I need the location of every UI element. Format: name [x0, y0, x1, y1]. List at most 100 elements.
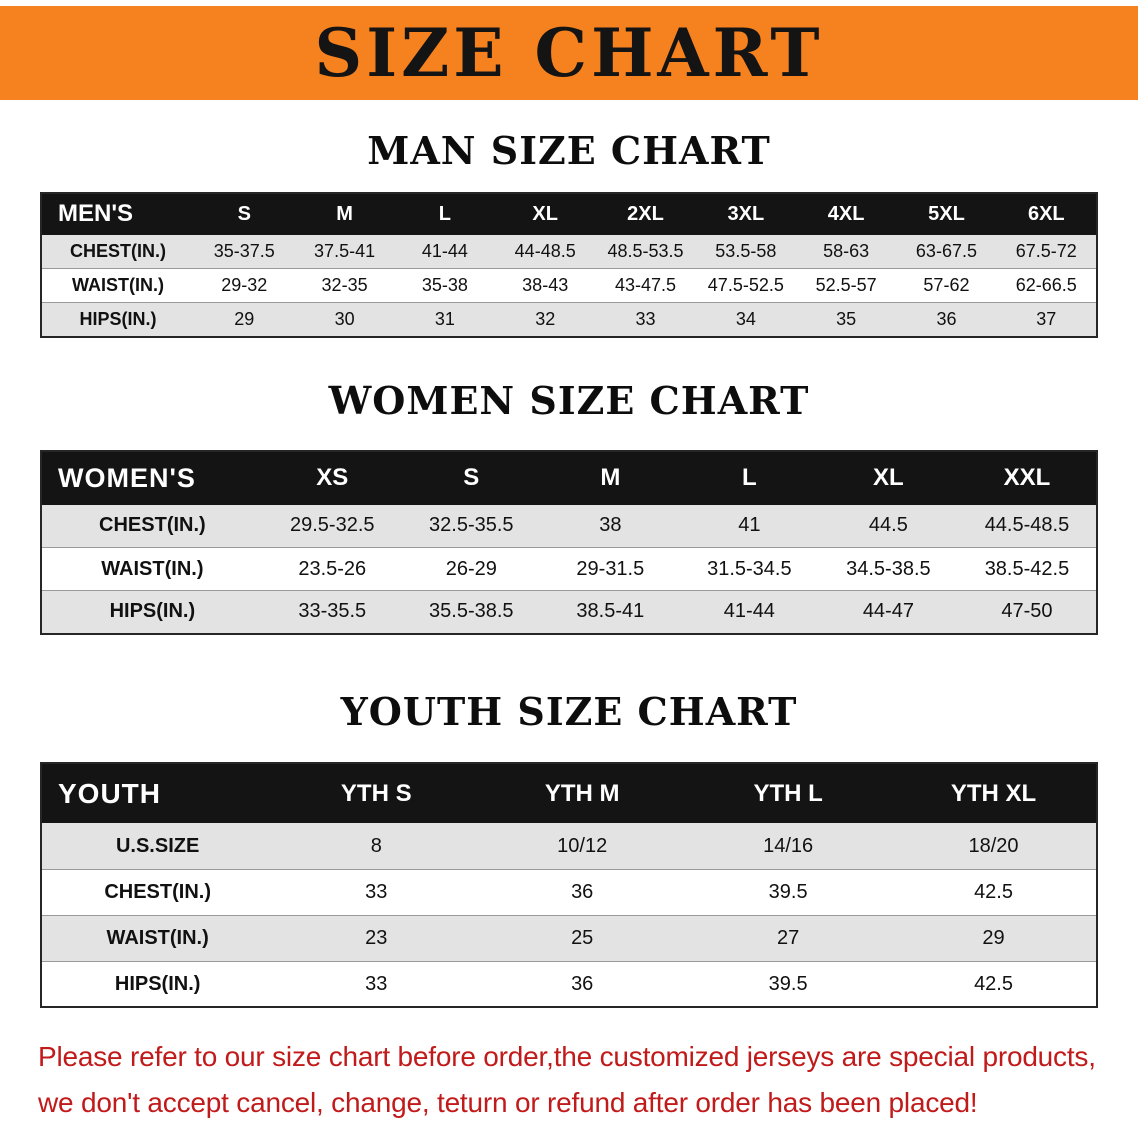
- table-row: WAIST(IN.) 23 25 27 29: [41, 915, 1097, 962]
- table-row: HIPS(IN.) 33 36 39.5 42.5: [41, 961, 1097, 1008]
- size-value-cell: 34.5-38.5: [846, 557, 931, 580]
- row-label: CHEST(IN.): [70, 241, 167, 262]
- womens-size-table: WOMEN'S XS S M L XL XXL CHEST(IN.) 29.5-32.5 32.5…: [40, 449, 1098, 635]
- youth-size-table-col-yth-m: YTH M: [479, 763, 686, 824]
- row-label: HIPS(IN.): [114, 972, 201, 995]
- size-value-cell: 58-63: [823, 241, 870, 262]
- size-value-cell: 32-35: [321, 275, 368, 296]
- mens-size-table-col-s: S: [194, 192, 295, 235]
- size-value-cell: 27: [776, 926, 800, 949]
- size-value-cell: 37: [1036, 309, 1057, 330]
- size-value-cell: 35-37.5: [213, 241, 275, 262]
- size-value-cell: 31: [434, 309, 455, 330]
- row-label: WAIST(IN.): [72, 275, 165, 296]
- size-value-cell: 32: [535, 309, 556, 330]
- mens-size-table-container: MEN'S S M L XL 2XL 3XL 4XL 5XL 6XL CHEST(IN.) 35-37…: [40, 191, 1098, 338]
- disclaimer-line-2: we don't accept cancel, change, teturn o…: [38, 1087, 978, 1119]
- size-value-cell: 35-38: [421, 275, 468, 296]
- mens-size-table-col-xl: XL: [495, 192, 596, 235]
- size-value-cell: 52.5-57: [815, 275, 877, 296]
- size-value-cell: 44.5: [868, 514, 908, 537]
- disclaimer-line-1: Please refer to our size chart before or…: [38, 1041, 1096, 1073]
- womens-size-table-col-xxl: XXL: [957, 450, 1097, 505]
- row-label: HIPS(IN.): [109, 600, 196, 623]
- man-size-section: MAN SIZE CHART MEN'S S M L XL 2XL 3XL 4XL 5XL 6XL…: [0, 130, 1138, 338]
- banner: SIZE CHART: [0, 6, 1138, 100]
- size-chart-page: SIZE CHART MAN SIZE CHART MEN'S S M L XL 2XL 3…: [0, 6, 1138, 1126]
- size-value-cell: 8: [370, 834, 382, 857]
- size-value-cell: 30: [334, 309, 355, 330]
- size-value-cell: 39.5: [768, 880, 808, 903]
- women-size-section: WOMEN SIZE CHART WOMEN'S XS S M L XL XXL CHEST(…: [0, 377, 1138, 635]
- womens-size-table-col-xl: XL: [818, 450, 958, 505]
- size-value-cell: 47.5-52.5: [707, 275, 784, 296]
- size-value-cell: 23: [365, 926, 388, 949]
- size-value-cell: 41-44: [421, 241, 468, 262]
- size-value-cell: 35: [836, 309, 857, 330]
- size-value-cell: 36: [571, 880, 594, 903]
- size-value-cell: 53.5-58: [715, 241, 777, 262]
- size-value-cell: 33-35.5: [298, 600, 367, 623]
- table-row: CHEST(IN.) 29.5-32.5 32.5-35.5 38 41 44.5 44.5…: [41, 504, 1097, 548]
- row-label: HIPS(IN.): [79, 309, 157, 330]
- mens-size-table: MEN'S S M L XL 2XL 3XL 4XL 5XL 6XL CHEST(IN.) 35-37…: [40, 191, 1098, 338]
- size-value-cell: 38.5-41: [576, 600, 645, 623]
- size-value-cell: 38: [599, 514, 622, 537]
- size-value-cell: 18/20: [968, 834, 1019, 857]
- youth-size-table-col-yth-l: YTH L: [685, 763, 892, 824]
- size-value-cell: 37.5-41: [314, 241, 376, 262]
- size-value-cell: 47-50: [1001, 600, 1053, 623]
- youth-size-table-col-yth-s: YTH S: [273, 763, 480, 824]
- youth-size-table-col-yth-xl: YTH XL: [891, 763, 1097, 824]
- disclaimer: Please refer to our size chart before or…: [38, 1034, 1100, 1126]
- youth-size-chart-heading: YOUTH SIZE CHART: [340, 688, 798, 734]
- row-label: CHEST(IN.): [104, 880, 211, 903]
- youth-size-table-container: YOUTH YTH S YTH M YTH L YTH XL U.S.SIZE 8 10/12…: [40, 762, 1098, 1009]
- womens-size-table-col-m: M: [540, 450, 680, 505]
- size-value-cell: 44.5-48.5: [984, 514, 1070, 537]
- size-value-cell: 25: [571, 926, 594, 949]
- table-row: HIPS(IN.) 33-35.5 35.5-38.5 38.5-41 41-44 44-…: [41, 590, 1097, 634]
- mens-size-table-header-label: MEN'S: [41, 192, 195, 235]
- size-value-cell: 38.5-42.5: [984, 557, 1070, 580]
- youth-size-table: YOUTH YTH S YTH M YTH L YTH XL U.S.SIZE 8 10/12…: [40, 762, 1098, 1009]
- man-size-chart-heading: MAN SIZE CHART: [367, 128, 771, 173]
- size-value-cell: 36: [936, 309, 957, 330]
- youth-size-section: YOUTH SIZE CHART YOUTH YTH S YTH M YTH L YTH…: [0, 688, 1138, 1009]
- size-value-cell: 35.5-38.5: [429, 600, 514, 623]
- table-row: U.S.SIZE 8 10/12 14/16 18/20: [41, 823, 1097, 870]
- size-value-cell: 32.5-35.5: [429, 514, 514, 537]
- size-value-cell: 33: [635, 309, 656, 330]
- size-value-cell: 36: [571, 972, 594, 995]
- mens-size-table-col-5xl: 5XL: [896, 192, 997, 235]
- size-value-cell: 44-47: [862, 600, 914, 623]
- size-value-cell: 33: [365, 972, 388, 995]
- mens-size-table-col-6xl: 6XL: [996, 192, 1097, 235]
- womens-size-table-col-xs: XS: [262, 450, 402, 505]
- table-row: CHEST(IN.) 35-37.5 37.5-41 41-44 44-48.5 48.5…: [41, 234, 1097, 269]
- row-label: CHEST(IN.): [99, 514, 206, 537]
- size-value-cell: 42.5: [974, 972, 1013, 995]
- size-value-cell: 29: [234, 309, 255, 330]
- size-value-cell: 48.5-53.5: [607, 241, 684, 262]
- table-header-row: WOMEN'S XS S M L XL XXL: [41, 450, 1097, 505]
- size-value-cell: 14/16: [763, 834, 814, 857]
- size-value-cell: 41-44: [723, 600, 775, 623]
- size-value-cell: 29-31.5: [576, 557, 645, 580]
- size-value-cell: 26-29: [445, 557, 497, 580]
- size-value-cell: 42.5: [974, 880, 1013, 903]
- size-value-cell: 44-48.5: [514, 241, 576, 262]
- womens-size-table-col-l: L: [679, 450, 819, 505]
- size-value-cell: 62-66.5: [1015, 275, 1077, 296]
- size-value-cell: 10/12: [557, 834, 608, 857]
- youth-size-table-header-label: YOUTH: [41, 763, 274, 824]
- size-value-cell: 29-32: [221, 275, 268, 296]
- mens-size-table-col-m: M: [294, 192, 395, 235]
- row-label: WAIST(IN.): [101, 557, 204, 580]
- womens-size-table-container: WOMEN'S XS S M L XL XXL CHEST(IN.) 29.5-32.5 32.5…: [40, 449, 1098, 635]
- womens-size-table-header-label: WOMEN'S: [41, 450, 263, 505]
- mens-size-table-col-4xl: 4XL: [795, 192, 897, 235]
- size-value-cell: 34: [735, 309, 756, 330]
- women-size-chart-heading: WOMEN SIZE CHART: [328, 377, 810, 423]
- size-value-cell: 67.5-72: [1015, 241, 1077, 262]
